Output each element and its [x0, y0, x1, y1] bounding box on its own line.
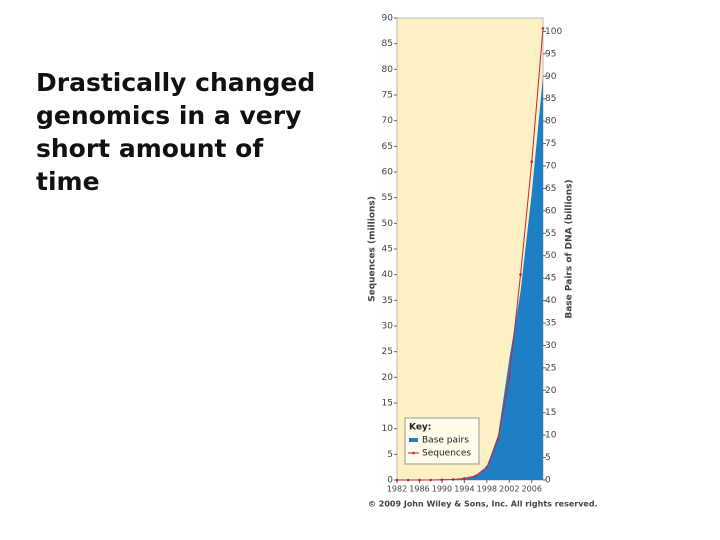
legend-title: Key: [409, 423, 431, 433]
area [397, 76, 543, 481]
point [485, 465, 489, 469]
y-tick-label: 30 [382, 322, 394, 332]
y2-tick-label: 50 [545, 251, 557, 261]
y-tick-label: 25 [382, 347, 393, 357]
x-tick-label: 1990 [432, 485, 452, 494]
point [496, 437, 500, 441]
y-tick-label: 65 [382, 142, 393, 152]
y-tick-label: 50 [382, 219, 394, 229]
x-tick-label: 1982 [387, 485, 407, 494]
y2-tick-label: 55 [545, 229, 556, 239]
y-tick-label: 90 [382, 14, 394, 24]
point [451, 478, 455, 481]
y-tick-label: 15 [382, 399, 393, 409]
point [406, 478, 410, 482]
y2-tick-label: 10 [545, 431, 557, 441]
y2-axis-label: Base Pairs of DNA (billions) [565, 179, 575, 318]
y-tick-label: 35 [382, 296, 393, 306]
y-tick-label: 0 [387, 476, 393, 486]
y2-tick-label: 75 [545, 139, 556, 149]
y-tick-label: 75 [382, 91, 393, 101]
y2-tick-label: 20 [545, 386, 557, 396]
point [440, 478, 444, 482]
legend-swatch [412, 451, 415, 455]
legend-label: Base pairs [422, 436, 469, 446]
y-axis-label: Sequences (millions) [368, 196, 378, 302]
point [395, 478, 399, 482]
y2-tick-label: 35 [545, 319, 556, 329]
text-line: time [36, 167, 100, 196]
copyright-note: © 2009 John Wiley & Sons, Inc. All right… [368, 500, 598, 509]
y2-tick-label: 60 [545, 206, 557, 216]
y-tick-label: 70 [382, 116, 394, 126]
point [508, 376, 511, 379]
y2-tick-label: 5 [545, 453, 551, 463]
x-tick-label: 2002 [499, 485, 519, 494]
point [474, 474, 477, 478]
y2-tick-label: 40 [545, 296, 557, 306]
point [541, 26, 545, 30]
x-tick-label: 1994 [454, 485, 474, 494]
y-tick-label: 45 [382, 245, 393, 255]
y-tick-label: 10 [382, 424, 394, 434]
y-tick-label: 80 [382, 65, 394, 75]
point [418, 478, 421, 482]
y-tick-label: 85 [382, 39, 393, 49]
y2-tick-label: 30 [545, 341, 557, 351]
x-tick-label: 1998 [477, 485, 497, 494]
y-tick-label: 60 [382, 168, 394, 178]
y2-tick-label: 25 [545, 363, 556, 373]
y2-tick-label: 80 [545, 117, 557, 127]
text-line: Drastically changed [36, 68, 316, 97]
y2-tick-label: 15 [545, 408, 556, 418]
legend-label: Sequences [422, 449, 471, 459]
y2-tick-label: 90 [545, 72, 557, 82]
point [519, 273, 522, 276]
text-line: short amount of [36, 134, 264, 163]
point [429, 478, 432, 482]
point [463, 477, 466, 480]
slide-text: Drastically changed genomics in a very s… [36, 66, 336, 198]
x-tick-label: 2006 [522, 485, 542, 494]
y2-tick-label: 95 [545, 49, 556, 59]
y2-tick-label: 45 [545, 274, 556, 284]
legend-swatch [409, 438, 418, 442]
y-tick-label: 5 [387, 450, 393, 460]
line [397, 28, 544, 481]
y2-tick-label: 0 [545, 476, 551, 486]
text-line: genomics in a very [36, 101, 302, 130]
y2-tick-label: 100 [545, 27, 562, 37]
y2-tick-label: 65 [545, 184, 556, 194]
y2-tick-label: 85 [545, 94, 556, 104]
y-tick-label: 40 [382, 270, 394, 280]
y-tick-label: 55 [382, 193, 393, 203]
y2-tick-label: 70 [545, 162, 557, 172]
point [530, 160, 534, 164]
x-tick-label: 1986 [409, 485, 429, 494]
y-tick-label: 20 [382, 373, 394, 383]
